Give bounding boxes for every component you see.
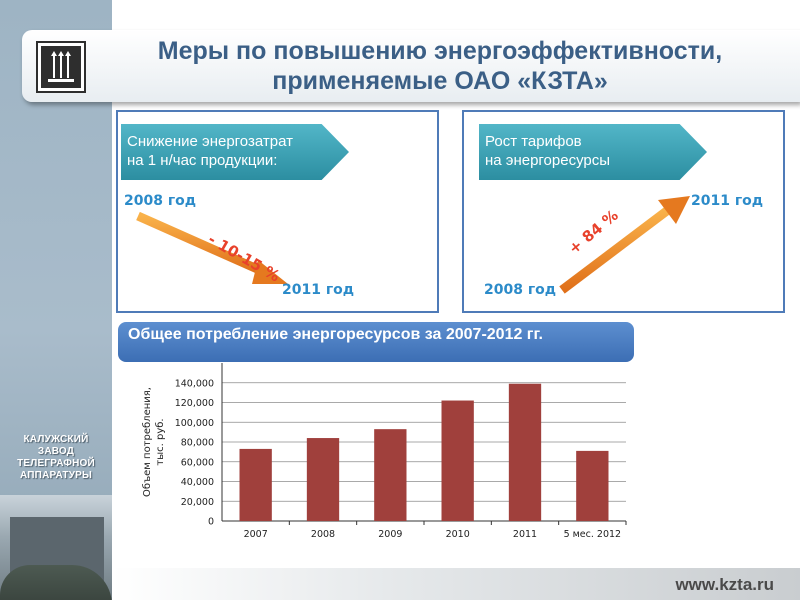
company-name: КАЛУЖСКИЙ ЗАВОД ТЕЛЕГРАФНОЙ АППАРАТУРЫ [8,434,104,482]
x-tick-label: 2010 [446,529,470,540]
label-line: Снижение энергозатрат [127,133,293,150]
x-tick-label: 2007 [244,529,268,540]
year-end-right: 2011 год [691,193,764,209]
company-name-line: АППАРАТУРЫ [20,470,92,481]
bar [576,450,609,521]
bar [306,438,340,521]
y-axis-title-line-2: тыс. руб. [155,418,166,465]
y-tick-label: 100,000 [175,418,214,429]
y-tick-label: 60,000 [181,457,214,468]
bar [441,400,474,521]
y-tick-label: 80,000 [181,438,214,449]
x-tick-label: 2011 [513,529,537,540]
page-title: Меры по повышению энергоэффективности, п… [120,36,760,96]
y-tick-label: 20,000 [181,497,214,508]
tariff-label: Рост тарифов на энергоресурсы [479,124,707,180]
bar [374,429,407,521]
title-line-1: Меры по повышению энергоэффективности, [157,37,723,65]
y-tick-label: 0 [208,517,214,528]
company-name-line: ТЕЛЕГРАФНОЙ [17,458,95,469]
logo-icon [48,51,74,82]
site-url: www.kzta.ru [675,575,774,594]
company-name-line: ЗАВОД [37,446,75,457]
y-tick-label: 140,000 [175,378,214,389]
bar [239,448,272,521]
year-end-left: 2011 год [282,282,355,298]
label-line: на 1 н/час продукции: [127,152,278,169]
x-tick-label: 5 мес. 2012 [564,529,622,540]
y-axis-title: Объем потребления, тыс. руб. [142,387,166,497]
y-tick-label: 120,000 [175,398,214,409]
consumption-bar-chart: 0 20,000 40,000 60,000 80,000 100,000 120,000 1… [142,363,627,540]
down-arrow-icon [136,211,288,284]
x-tick-label: 2009 [378,529,402,540]
building-photo [0,495,112,600]
chart-caption: Общее потребление энергоресурсов за 2007… [118,322,634,362]
y-tick-label: 40,000 [181,477,214,488]
year-start-left: 2008 год [124,193,197,209]
bar [508,383,542,521]
trees [0,565,112,600]
x-tick-label: 2008 [311,529,335,540]
up-arrow-icon [559,196,690,294]
year-start-right: 2008 год [484,282,557,298]
label-line: Рост тарифов [485,133,582,150]
footer-bar [112,568,800,600]
title-line-2: применяемые ОАО «КЗТА» [272,67,608,95]
company-name-line: КАЛУЖСКИЙ [23,434,89,445]
label-line: на энергоресурсы [485,152,611,169]
energy-cost-label: Снижение энергозатрат на 1 н/час продукц… [121,124,349,180]
company-logo [36,41,86,93]
y-axis-title-line-1: Объем потребления, [142,387,153,497]
title-banner [22,30,800,102]
